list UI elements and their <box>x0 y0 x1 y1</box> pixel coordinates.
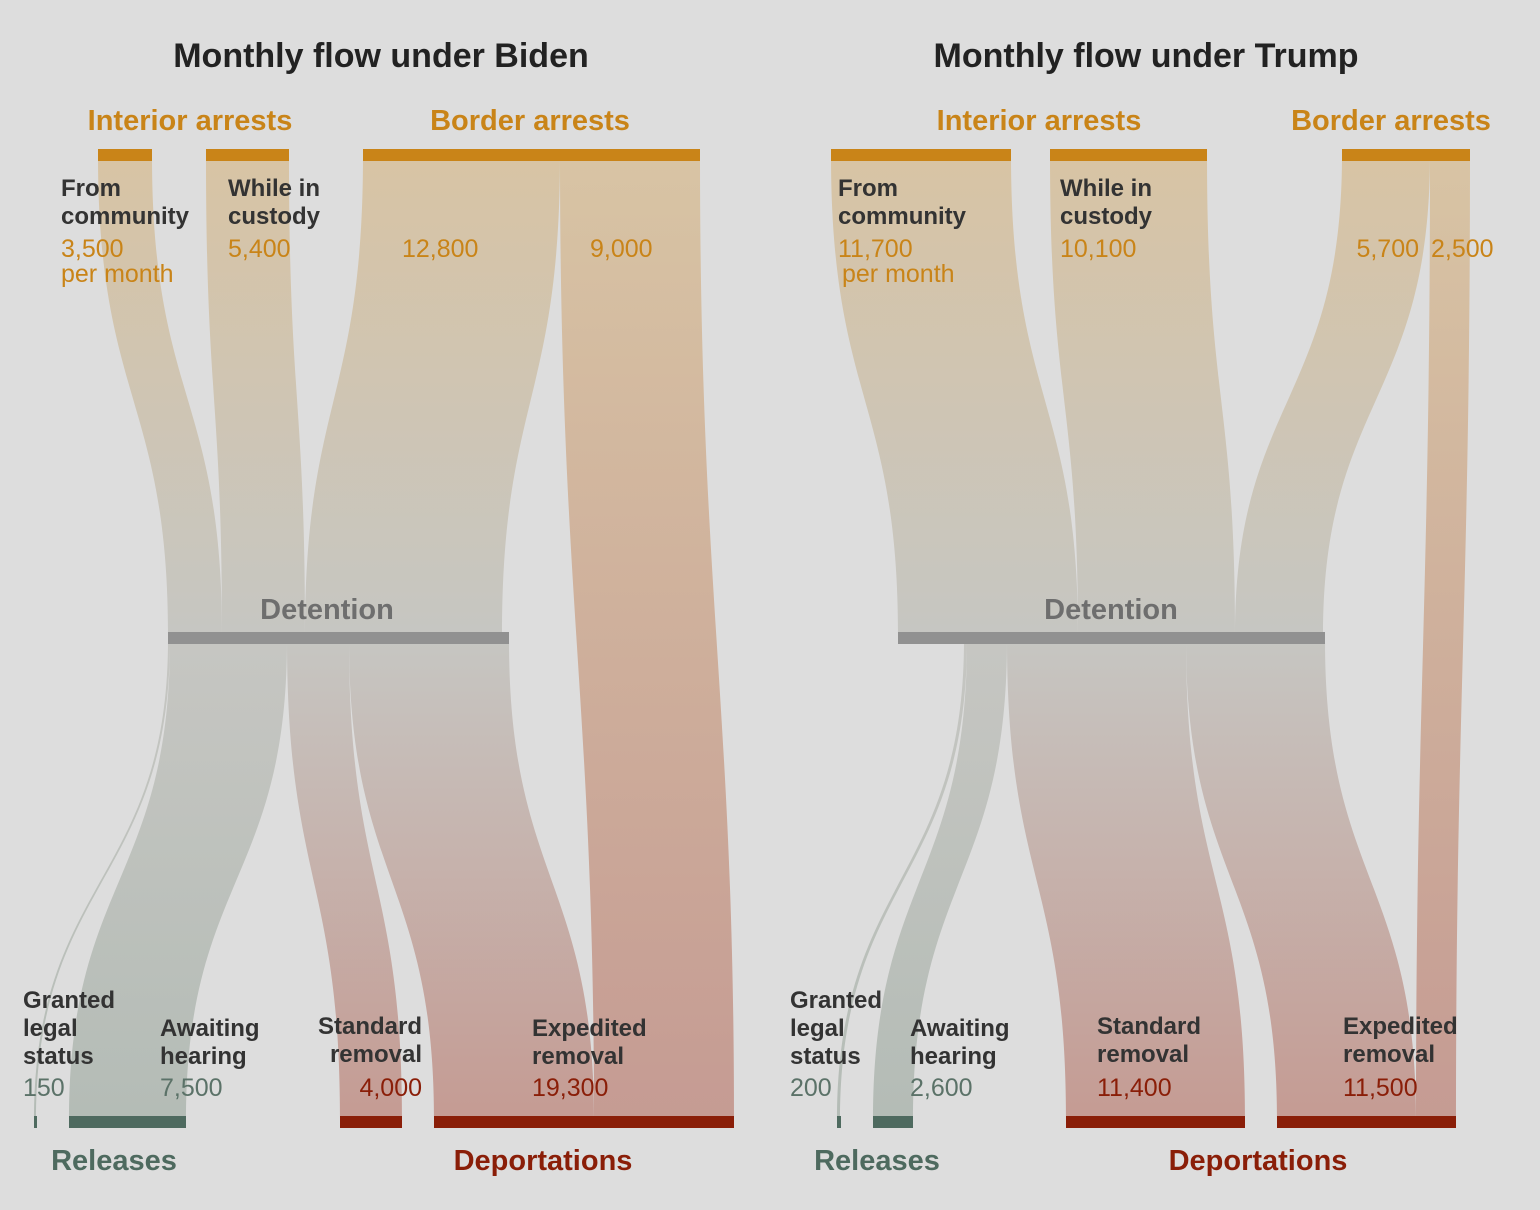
panel-biden: Monthly flow under Biden Interior arrest… <box>23 37 734 1177</box>
node-label-line: While in <box>1060 175 1152 202</box>
category-label-border: Border arrests <box>430 105 630 137</box>
category-label-interior: Interior arrests <box>937 105 1142 137</box>
value-label: 11,700 <box>838 235 913 263</box>
unit-label: per month <box>842 260 955 288</box>
flow-biden-detention-legal-status <box>34 640 170 1120</box>
node-label-line: status <box>23 1043 94 1070</box>
value-label: 19,300 <box>532 1074 608 1102</box>
node-biden-expedited <box>434 1116 734 1128</box>
node-label-line: Standard <box>1097 1013 1201 1040</box>
flow-biden-border-expedited <box>560 155 734 1120</box>
node-label-line: Awaiting <box>910 1015 1010 1042</box>
node-biden-legal-status <box>34 1116 37 1128</box>
node-trump-legal-status <box>837 1116 841 1128</box>
node-label-line: community <box>61 203 190 230</box>
node-label-line: custody <box>228 203 321 230</box>
node-label-line: removal <box>1097 1041 1189 1068</box>
node-label-line: hearing <box>160 1043 247 1070</box>
node-label-line: Awaiting <box>160 1015 260 1042</box>
flow-biden-border-detention <box>305 155 560 635</box>
value-label: 9,000 <box>590 235 653 263</box>
flow-trump-border-expedited <box>1416 155 1470 1120</box>
flow-biden-while-in-custody-detention <box>206 155 305 635</box>
flow-trump-detention-legal-status <box>837 640 967 1120</box>
flow-biden-detention-expedited <box>349 640 594 1120</box>
node-label-detention: Detention <box>260 594 394 626</box>
node-label-line: Granted <box>23 987 115 1014</box>
node-label-line: hearing <box>910 1043 997 1070</box>
value-label: 4,000 <box>359 1074 422 1102</box>
value-label: 5,400 <box>228 235 291 263</box>
node-biden-border <box>363 149 700 161</box>
chart-title: Monthly flow under Biden <box>173 37 589 75</box>
node-label-line: From <box>838 175 898 202</box>
value-label: 7,500 <box>160 1074 223 1102</box>
flow-trump-detention-awaiting <box>873 640 1007 1120</box>
value-label: 2,500 <box>1431 235 1494 263</box>
node-label-line: status <box>790 1043 861 1070</box>
value-label: 3,500 <box>61 235 124 263</box>
category-label-releases: Releases <box>51 1145 177 1177</box>
node-label-line: Standard <box>318 1013 422 1040</box>
value-label: 150 <box>23 1074 65 1102</box>
flow-biden-detention-awaiting <box>69 640 287 1120</box>
value-label: 10,100 <box>1060 235 1136 263</box>
category-label-interior: Interior arrests <box>88 105 293 137</box>
node-label-line: legal <box>790 1015 845 1042</box>
flow-trump-border-detention <box>1235 155 1430 635</box>
node-label-line: removal <box>330 1041 422 1068</box>
node-label-line: Granted <box>790 987 882 1014</box>
node-label-line: Expedited <box>1343 1013 1458 1040</box>
value-label: 11,500 <box>1343 1074 1418 1102</box>
category-label-deportations: Deportations <box>1169 1145 1348 1177</box>
node-label-detention: Detention <box>1044 594 1178 626</box>
node-label-line: removal <box>532 1043 624 1070</box>
node-biden-from-community <box>98 149 152 161</box>
node-label-line: While in <box>228 175 320 202</box>
node-label-line: From <box>61 175 121 202</box>
node-trump-awaiting <box>873 1116 913 1128</box>
value-label: 5,700 <box>1356 235 1419 263</box>
node-trump-detention <box>898 632 1325 644</box>
node-biden-while-in-custody <box>206 149 289 161</box>
node-trump-standard <box>1066 1116 1245 1128</box>
flow-trump-detention-standard <box>1007 640 1245 1120</box>
panel-trump: Monthly flow under Trump Interior arrest… <box>790 37 1494 1177</box>
node-trump-border <box>1342 149 1470 161</box>
flow-trump-from-community-detention <box>831 155 1078 635</box>
value-label: 11,400 <box>1097 1074 1172 1102</box>
category-label-border: Border arrests <box>1291 105 1491 137</box>
category-label-deportations: Deportations <box>454 1145 633 1177</box>
node-trump-while-in-custody <box>1050 149 1207 161</box>
node-label-line: legal <box>23 1015 78 1042</box>
flow-trump-while-in-custody-detention <box>1050 155 1235 635</box>
flow-trump-detention-expedited <box>1186 640 1416 1120</box>
node-label-line: Expedited <box>532 1015 647 1042</box>
node-label-line: community <box>838 203 967 230</box>
node-biden-standard <box>340 1116 402 1128</box>
value-label: 2,600 <box>910 1074 973 1102</box>
node-label-line: custody <box>1060 203 1153 230</box>
flow-biden-detention-standard <box>287 640 402 1120</box>
value-label: 200 <box>790 1074 832 1102</box>
node-trump-from-community <box>831 149 1011 161</box>
node-biden-detention <box>168 632 509 644</box>
node-biden-awaiting <box>69 1116 186 1128</box>
value-label: 12,800 <box>402 235 478 263</box>
flow-biden-from-community-detention <box>98 155 222 635</box>
unit-label: per month <box>61 260 174 288</box>
node-label-line: removal <box>1343 1041 1435 1068</box>
chart-title: Monthly flow under Trump <box>934 37 1359 75</box>
node-trump-expedited <box>1277 1116 1456 1128</box>
category-label-releases: Releases <box>814 1145 940 1177</box>
